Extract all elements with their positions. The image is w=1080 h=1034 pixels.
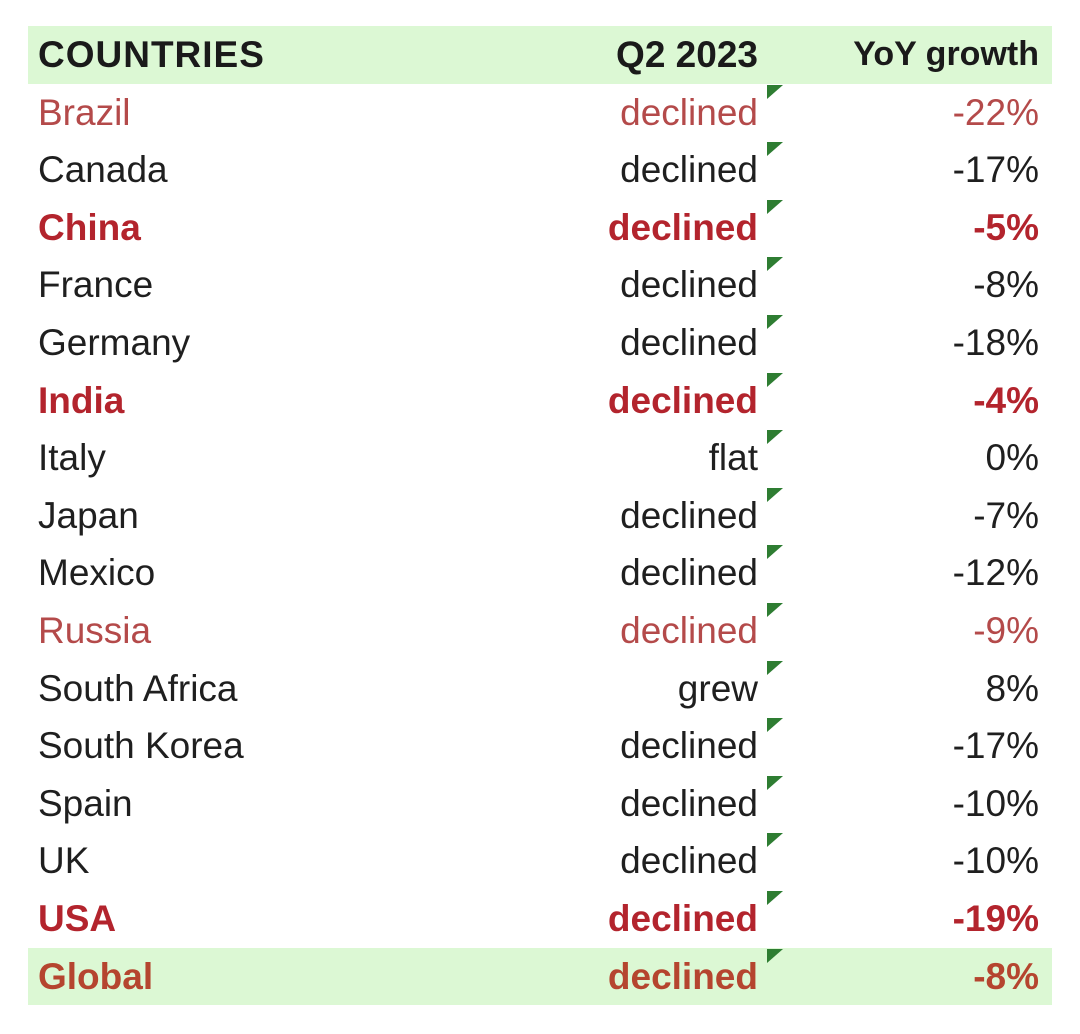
yoy-growth-cell: -12%	[952, 552, 1039, 594]
cell-comment-marker-icon	[767, 660, 783, 675]
table-total-row: Global declined -8%	[28, 947, 1052, 1006]
cell-comment-marker-icon	[767, 315, 783, 329]
total-growth-cell: -8%	[973, 955, 1039, 997]
cell-comment-marker-icon	[767, 142, 783, 157]
table-row: Germany declined -18%	[28, 314, 1052, 372]
table-row: Canada declined -17%	[28, 141, 1052, 199]
yoy-growth-cell: -10%	[952, 840, 1039, 882]
yoy-growth-cell: -17%	[952, 149, 1039, 191]
cell-comment-marker-icon	[767, 84, 783, 99]
yoy-growth-cell: -10%	[952, 782, 1039, 824]
yoy-growth-cell: -7%	[973, 494, 1039, 536]
country-cell: Mexico	[38, 552, 156, 594]
cell-comment-marker-icon	[767, 775, 783, 790]
header-countries: COUNTRIES	[38, 34, 265, 75]
cell-comment-marker-icon	[767, 257, 783, 272]
table-row: France declined -8%	[28, 256, 1052, 314]
table-row: UK declined -10%	[28, 832, 1052, 890]
yoy-growth-cell: -19%	[952, 898, 1039, 939]
table-row: South Korea declined -17%	[28, 717, 1052, 775]
q2-status-cell: declined	[620, 494, 758, 536]
cell-comment-marker-icon	[767, 430, 783, 445]
cell-comment-marker-icon	[767, 833, 783, 848]
table-header-row: COUNTRIES Q2 2023 YoY growth	[28, 26, 1052, 84]
q2-status-cell: declined	[620, 610, 758, 651]
cell-comment-marker-icon	[767, 891, 783, 905]
q2-status-cell: declined	[620, 149, 758, 191]
country-cell: Brazil	[38, 91, 131, 133]
table-row: Brazil declined -22%	[28, 84, 1052, 142]
yoy-growth-cell: 8%	[985, 667, 1039, 709]
q2-status-cell: declined	[620, 322, 758, 363]
yoy-growth-cell: 0%	[985, 437, 1039, 479]
cell-comment-marker-icon	[767, 199, 783, 214]
table-row: China declined -5%	[28, 199, 1052, 257]
country-cell: South Korea	[38, 725, 244, 767]
q2-status-cell: declined	[607, 898, 758, 939]
yoy-growth-cell: -4%	[973, 379, 1039, 421]
header-q2-2023: Q2 2023	[616, 34, 758, 75]
cell-comment-marker-icon	[767, 603, 783, 617]
total-country-cell: Global	[38, 955, 154, 997]
q2-status-cell: flat	[708, 437, 758, 479]
cell-comment-marker-icon	[767, 487, 783, 502]
country-cell: India	[38, 379, 125, 421]
q2-status-cell: declined	[620, 91, 758, 133]
country-cell: South Africa	[38, 667, 238, 709]
country-cell: Germany	[38, 322, 191, 363]
cell-comment-marker-icon	[767, 948, 783, 963]
yoy-growth-cell: -5%	[973, 206, 1039, 248]
country-cell: China	[38, 206, 141, 248]
q2-status-cell: grew	[677, 667, 758, 709]
table-row: Russia declined -9%	[28, 602, 1052, 660]
cell-comment-marker-icon	[767, 372, 783, 387]
country-cell: Spain	[38, 782, 133, 824]
total-status-cell: declined	[607, 955, 758, 997]
q2-status-cell: declined	[620, 782, 758, 824]
country-cell: France	[38, 264, 154, 306]
header-yoy-growth: YoY growth	[853, 35, 1039, 73]
country-cell: Japan	[38, 494, 139, 536]
growth-table: COUNTRIES Q2 2023 YoY growth Brazil decli…	[28, 26, 1052, 1010]
yoy-growth-cell: -18%	[952, 322, 1039, 363]
q2-status-cell: declined	[620, 264, 758, 306]
table-row: Italy flat 0%	[28, 429, 1052, 487]
q2-status-cell: declined	[620, 840, 758, 882]
cell-comment-marker-icon	[767, 718, 783, 733]
table-row: USA declined -19%	[28, 890, 1052, 948]
q2-status-cell: declined	[607, 206, 758, 248]
table-row: Mexico declined -12%	[28, 544, 1052, 602]
table-row: India declined -4%	[28, 372, 1052, 430]
q2-status-cell: declined	[607, 379, 758, 421]
country-cell: Russia	[38, 610, 152, 651]
cell-comment-marker-icon	[767, 545, 783, 560]
q2-status-cell: declined	[620, 725, 758, 767]
yoy-growth-cell: -9%	[973, 610, 1039, 651]
table-row: South Africa grew 8%	[28, 660, 1052, 718]
yoy-growth-cell: -22%	[952, 91, 1039, 133]
country-cell: UK	[38, 840, 90, 882]
yoy-growth-cell: -17%	[952, 725, 1039, 767]
country-cell: Italy	[38, 437, 106, 479]
yoy-growth-cell: -8%	[973, 264, 1039, 306]
q2-status-cell: declined	[620, 552, 758, 594]
country-cell: Canada	[38, 149, 168, 191]
table-row: Japan declined -7%	[28, 487, 1052, 545]
table-row: Spain declined -10%	[28, 775, 1052, 833]
country-cell: USA	[38, 898, 117, 939]
